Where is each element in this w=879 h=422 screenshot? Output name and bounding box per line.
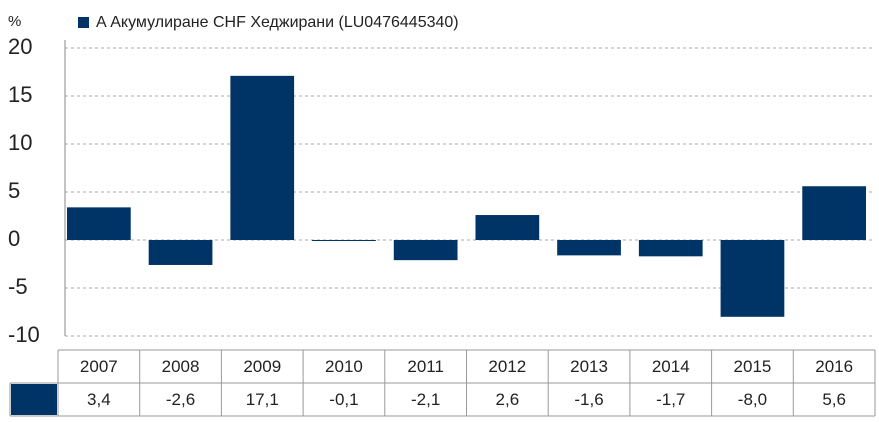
bar: [638, 240, 703, 257]
y-tick-label: -5: [8, 274, 28, 299]
bar: [393, 240, 458, 261]
table-value: -1,6: [574, 390, 603, 409]
y-tick-label: 0: [8, 226, 20, 251]
table-value: 3,4: [87, 390, 111, 409]
table-header: 2016: [815, 357, 853, 376]
bar: [148, 240, 213, 265]
table-header: 2007: [80, 357, 118, 376]
table-swatch: [11, 384, 57, 415]
bar: [475, 215, 540, 240]
bar: [230, 75, 295, 240]
table-header: 2011: [407, 357, 444, 376]
legend-swatch: [78, 17, 89, 28]
table-value: -0,1: [329, 390, 358, 409]
table-header: 2008: [162, 357, 200, 376]
bar: [66, 207, 131, 240]
bar: [312, 240, 376, 241]
table-header: 2012: [488, 357, 526, 376]
table-value: -2,1: [411, 390, 440, 409]
table-value: 2,6: [496, 390, 520, 409]
y-tick-label: 15: [8, 82, 32, 107]
bar: [720, 240, 785, 317]
table-value: -8,0: [738, 390, 767, 409]
y-tick-label: 5: [8, 178, 20, 203]
table-value: -1,7: [656, 390, 685, 409]
table-value: 5,6: [822, 390, 846, 409]
table-header: 2014: [652, 357, 690, 376]
table-header: 2010: [325, 357, 363, 376]
bar: [802, 186, 867, 240]
table-value: -2,6: [166, 390, 195, 409]
table-header: 2009: [243, 357, 281, 376]
y-tick-label: 20: [8, 34, 32, 59]
y-axis-label: %: [8, 13, 21, 30]
y-tick-label: 10: [8, 130, 32, 155]
y-tick-label: -10: [8, 322, 40, 347]
table-value: 17,1: [246, 390, 279, 409]
legend-label: A Акумулиране CHF Хеджирани (LU047644534…: [96, 14, 459, 31]
bar: [557, 240, 621, 256]
table-header: 2015: [734, 357, 772, 376]
table-header: 2013: [570, 357, 608, 376]
